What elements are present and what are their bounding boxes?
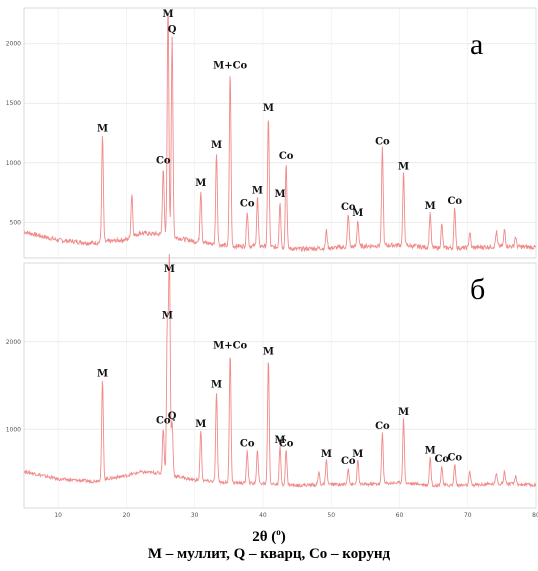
peak-label: Co bbox=[341, 456, 356, 467]
xrd-figure: 500100015002000MCoMQMMM+CoCoMMMCoCoMCoMM… bbox=[6, 7, 538, 519]
xrd-pattern-line bbox=[23, 253, 537, 489]
peak-label: M bbox=[352, 208, 363, 219]
y-tick-label: 2000 bbox=[6, 41, 21, 48]
peak-label: M bbox=[97, 368, 108, 379]
x-tick-label: 10 bbox=[54, 512, 62, 519]
peak-label: Co bbox=[240, 198, 255, 209]
peak-label: M bbox=[195, 178, 206, 189]
peak-label: M bbox=[263, 346, 274, 357]
peak-label: M bbox=[252, 185, 263, 196]
peak-label: M bbox=[97, 123, 108, 134]
peak-label: M+Co bbox=[213, 60, 247, 71]
y-tick-label: 2000 bbox=[6, 339, 21, 346]
y-tick-label: 1000 bbox=[6, 160, 21, 167]
peak-label: Co bbox=[156, 416, 171, 427]
x-tick-label: 30 bbox=[191, 512, 199, 519]
x-tick-label: 70 bbox=[464, 512, 472, 519]
xrd-pattern-line bbox=[23, 12, 537, 253]
y-tick-label: 1000 bbox=[6, 426, 21, 433]
peak-label: Q bbox=[168, 25, 177, 36]
peak-label: M bbox=[398, 161, 409, 172]
peak-label: M+Co bbox=[213, 340, 247, 351]
x-tick-label: 40 bbox=[259, 512, 267, 519]
panel-letter: а bbox=[470, 28, 483, 61]
phase-legend: М – муллит, Q – кварц, Co – корунд bbox=[147, 546, 391, 562]
peak-label: Co bbox=[447, 452, 462, 463]
peak-label: Q bbox=[168, 411, 177, 422]
y-tick-label: 500 bbox=[10, 219, 22, 226]
peak-label: M bbox=[211, 380, 222, 391]
peak-label: Co bbox=[375, 421, 390, 432]
x-tick-label: 60 bbox=[396, 512, 404, 519]
x-tick-label: 80 bbox=[532, 512, 538, 519]
peak-label: M bbox=[163, 9, 174, 20]
peak-label: M bbox=[398, 407, 409, 418]
peak-label: Co bbox=[447, 196, 462, 207]
peak-label: M bbox=[211, 140, 222, 151]
panel-letter: б bbox=[470, 273, 485, 306]
panel-a-chart: 500100015002000MCoMQMMM+CoCoMMMCoCoMCoMM… bbox=[6, 7, 537, 259]
peak-label: M bbox=[263, 103, 274, 114]
peak-label: M bbox=[425, 445, 436, 456]
x-tick-label: 50 bbox=[327, 512, 335, 519]
peak-label: M bbox=[321, 449, 332, 460]
peak-label: M bbox=[425, 201, 436, 212]
x-tick-label: 20 bbox=[123, 512, 131, 519]
peak-label: Co bbox=[341, 202, 356, 213]
peak-label: Co bbox=[279, 438, 294, 449]
peak-label: M bbox=[274, 435, 285, 446]
x-axis-label: 2θ (o) bbox=[252, 527, 286, 545]
peak-label: M bbox=[164, 264, 175, 275]
y-tick-label: 1500 bbox=[6, 100, 21, 107]
peak-label: Co bbox=[279, 151, 294, 162]
peak-label: Co bbox=[434, 454, 449, 465]
peak-label: Co bbox=[375, 136, 390, 147]
peak-label: M bbox=[274, 189, 285, 200]
peak-label: M bbox=[352, 449, 363, 460]
peak-label: Co bbox=[240, 438, 255, 449]
peak-label: Co bbox=[156, 156, 171, 167]
peak-label: M bbox=[162, 311, 173, 322]
peak-label: M bbox=[195, 419, 206, 430]
